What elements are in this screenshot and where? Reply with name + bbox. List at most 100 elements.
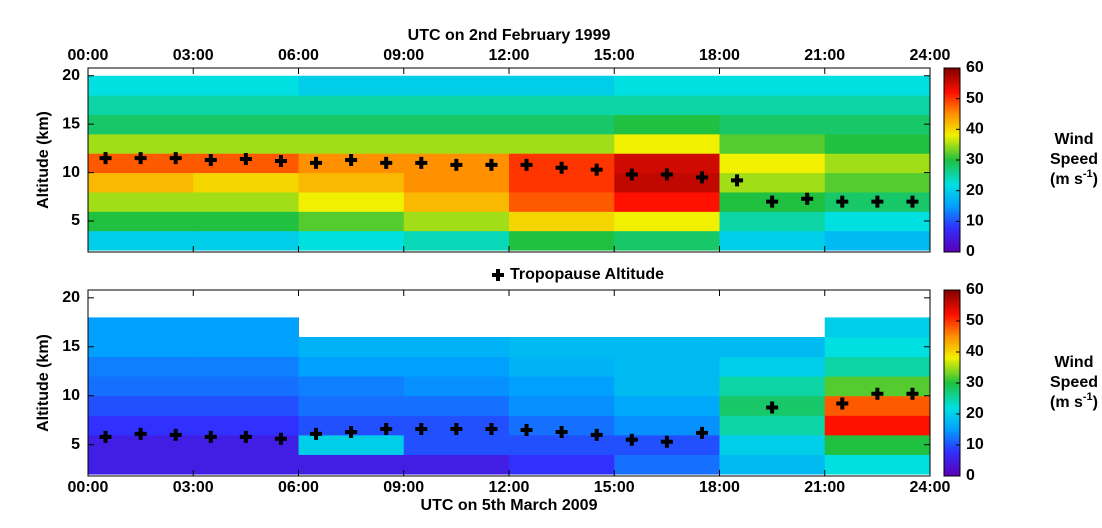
colorbar-unit: ) bbox=[1093, 171, 1098, 188]
heatmap-cell bbox=[614, 337, 720, 357]
x-tick-label: 00:00 bbox=[68, 47, 109, 64]
heatmap-cell bbox=[509, 95, 615, 115]
x-tick-label: 03:00 bbox=[173, 479, 214, 496]
heatmap-cell bbox=[614, 134, 720, 154]
heatmap-cell bbox=[193, 114, 299, 134]
heatmap-cell bbox=[825, 134, 931, 154]
heatmap-cell bbox=[509, 337, 615, 357]
heatmap-cell bbox=[614, 95, 720, 115]
heatmap-cell bbox=[614, 376, 720, 396]
heatmap-cell bbox=[404, 173, 510, 193]
colorbar-tick-label: 30 bbox=[966, 151, 984, 168]
heatmap-cell bbox=[720, 153, 826, 173]
heatmap-cell bbox=[193, 231, 299, 251]
heatmap-cell bbox=[720, 376, 826, 396]
heatmap-cell bbox=[299, 192, 405, 212]
heatmap-cell bbox=[193, 76, 299, 96]
heatmap bbox=[88, 317, 931, 474]
heatmap-cell bbox=[614, 114, 720, 134]
heatmap-cell bbox=[509, 231, 615, 251]
heatmap-cell bbox=[509, 396, 615, 416]
heatmap-cell bbox=[88, 95, 194, 115]
heatmap-cell bbox=[404, 114, 510, 134]
heatmap-cell bbox=[404, 76, 510, 96]
heatmap-cell bbox=[299, 95, 405, 115]
colorbar-tick-label: 50 bbox=[966, 312, 984, 329]
heatmap-cell bbox=[193, 134, 299, 154]
heatmap-cell bbox=[614, 211, 720, 231]
heatmap-cell bbox=[404, 231, 510, 251]
y-tick-label: 10 bbox=[62, 164, 80, 181]
heatmap-cell bbox=[509, 376, 615, 396]
colorbar-unit: ) bbox=[1093, 394, 1098, 411]
heatmap-cell bbox=[720, 415, 826, 435]
heatmap-cell bbox=[509, 134, 615, 154]
heatmap-cell bbox=[825, 435, 931, 455]
heatmap-cell bbox=[720, 211, 826, 231]
heatmap-cell bbox=[614, 396, 720, 416]
heatmap-cell bbox=[193, 357, 299, 377]
heatmap-cell bbox=[614, 231, 720, 251]
heatmap-cell bbox=[299, 173, 405, 193]
y-tick-label: 20 bbox=[62, 289, 80, 306]
colorbar-tick-label: 40 bbox=[966, 343, 984, 360]
heatmap-cell bbox=[299, 134, 405, 154]
heatmap-cell bbox=[193, 317, 299, 337]
heatmap-cell bbox=[299, 376, 405, 396]
x-tick-label: 12:00 bbox=[489, 47, 530, 64]
heatmap-cell bbox=[614, 357, 720, 377]
colorbar-unit-exp: -1 bbox=[1083, 168, 1093, 180]
colorbar-unit: (m s bbox=[1050, 394, 1083, 411]
heatmap-cell bbox=[720, 337, 826, 357]
colorbar-tick-label: 0 bbox=[966, 467, 975, 484]
colorbar-unit-exp: -1 bbox=[1083, 391, 1093, 403]
heatmap-cell bbox=[614, 192, 720, 212]
heatmap-cell bbox=[404, 357, 510, 377]
heatmap-cell bbox=[193, 192, 299, 212]
colorbar-tick-label: 60 bbox=[966, 281, 984, 298]
heatmap-cell bbox=[88, 396, 194, 416]
x-tick-label: 15:00 bbox=[594, 47, 635, 64]
colorbar-tick-label: 40 bbox=[966, 121, 984, 138]
heatmap-cell bbox=[825, 415, 931, 435]
legend-marker bbox=[492, 269, 504, 281]
y-tick-label: 15 bbox=[62, 338, 80, 355]
heatmap bbox=[88, 76, 931, 251]
y-tick-label: 5 bbox=[71, 436, 80, 453]
heatmap-cell bbox=[88, 211, 194, 231]
heatmap-cell bbox=[299, 114, 405, 134]
y-tick-label: 20 bbox=[62, 67, 80, 84]
heatmap-cell bbox=[825, 357, 931, 377]
heatmap-cell bbox=[299, 454, 405, 474]
heatmap-cell bbox=[299, 76, 405, 96]
heatmap-cell bbox=[404, 396, 510, 416]
colorbar-tick-label: 20 bbox=[966, 182, 984, 199]
heatmap-cell bbox=[720, 76, 826, 96]
heatmap-cell bbox=[825, 454, 931, 474]
colorbar-tick-label: 50 bbox=[966, 90, 984, 107]
heatmap-cell bbox=[404, 134, 510, 154]
heatmap-cell bbox=[509, 76, 615, 96]
x-axis-title: UTC on 5th March 2009 bbox=[421, 497, 598, 514]
heatmap-cell bbox=[88, 173, 194, 193]
y-tick-label: 10 bbox=[62, 387, 80, 404]
y-tick-label: 5 bbox=[71, 212, 80, 229]
colorbar-title: (m s-1) bbox=[1050, 168, 1098, 188]
heatmap-cell bbox=[88, 76, 194, 96]
colorbar-tick-label: 0 bbox=[966, 243, 975, 260]
colorbar-tick-label: 10 bbox=[966, 213, 984, 230]
heatmap-cell bbox=[88, 337, 194, 357]
heatmap-cell bbox=[509, 211, 615, 231]
heatmap-cell bbox=[193, 95, 299, 115]
heatmap-cell bbox=[193, 173, 299, 193]
x-tick-label: 24:00 bbox=[910, 47, 951, 64]
heatmap-cell bbox=[509, 454, 615, 474]
colorbar-tick-label: 30 bbox=[966, 374, 984, 391]
colorbar-title: (m s-1) bbox=[1050, 391, 1098, 411]
colorbar-tick-label: 10 bbox=[966, 436, 984, 453]
heatmap-cell bbox=[404, 376, 510, 396]
x-tick-label: 24:00 bbox=[910, 479, 951, 496]
heatmap-cell bbox=[193, 376, 299, 396]
colorbar-title: Speed bbox=[1050, 151, 1098, 168]
heatmap-cell bbox=[720, 134, 826, 154]
